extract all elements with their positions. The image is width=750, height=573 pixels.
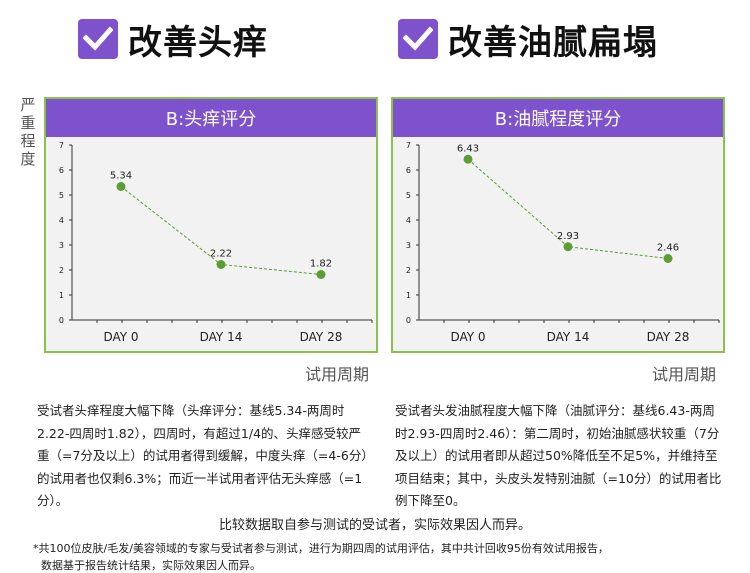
y-tick-label: 1 xyxy=(406,291,411,300)
checkmark-icon xyxy=(398,19,438,59)
y-tick-label: 0 xyxy=(406,316,411,325)
data-label: 2.46 xyxy=(657,243,679,254)
y-tick-label: 6 xyxy=(406,166,411,175)
y-tick-label: 3 xyxy=(406,241,411,250)
chart-oil: 0 1 2 3 4 5 6 7 DAY 0 DAY 14 DAY 28 6.43 2.93 2.46 xyxy=(406,141,720,344)
y-tick-label: 2 xyxy=(59,266,64,275)
heading-itch: 改善头痒 xyxy=(78,14,268,64)
footnote-line-2: 数据基于报告统计结果，实际效果因人而异。 xyxy=(41,559,261,572)
data-label: 2.93 xyxy=(557,231,579,242)
footnote-line-1: *共100位皮肤/毛发/美容领域的专家与受试者参与测试，进行为期四周的试用评估，… xyxy=(33,542,609,555)
y-tick-label: 3 xyxy=(59,241,64,250)
chart-title-oil: B:油腻程度评分 xyxy=(393,99,723,137)
chart-panel-oil: B:油腻程度评分 0 1 2 3 4 5 6 7 DAY 0 DAY 14 DAY 28 6.43 2.… xyxy=(391,97,725,353)
description-oil: 受试者头发油腻程度大幅下降（油腻评分：基线6.43-两周时2.93-四周时2.4… xyxy=(395,403,722,508)
y-tick-label: 0 xyxy=(59,316,64,325)
x-tick-label: DAY 28 xyxy=(300,330,343,344)
y-tick-label: 4 xyxy=(406,216,411,225)
y-tick-label: 2 xyxy=(406,266,411,275)
footnote: *共100位皮肤/毛发/美容领域的专家与受试者参与测试，进行为期四周的试用评估，… xyxy=(33,540,723,573)
x-tick-label: DAY 0 xyxy=(103,330,138,344)
data-point xyxy=(663,254,673,263)
data-point xyxy=(116,182,126,191)
data-point xyxy=(563,242,573,252)
data-label: 1.82 xyxy=(310,259,332,270)
x-tick-label: DAY 28 xyxy=(647,330,690,344)
description-itch: 受试者头痒程度大幅下降（头痒评分：基线5.34-两周时2.22-四周时1.82）… xyxy=(37,403,368,508)
y-axis-title: 严重程度 xyxy=(20,96,36,168)
data-point xyxy=(316,270,326,279)
data-point xyxy=(463,154,473,164)
x-axis-title-oil: 试用周期 xyxy=(652,365,717,384)
x-axis-title-itch: 试用周期 xyxy=(305,365,370,384)
data-label: 5.34 xyxy=(110,171,132,182)
y-tick-label: 7 xyxy=(406,141,411,150)
x-tick-label: DAY 0 xyxy=(450,330,485,344)
heading-itch-text: 改善头痒 xyxy=(128,22,268,63)
y-tick-label: 4 xyxy=(59,216,64,225)
data-point xyxy=(216,260,226,269)
x-tick-label: DAY 14 xyxy=(547,330,590,344)
y-tick-label: 6 xyxy=(59,166,64,175)
x-tick-label: DAY 14 xyxy=(200,330,243,344)
data-label: 2.22 xyxy=(210,249,232,260)
heading-oil: 改善油腻扁塌 xyxy=(398,14,658,64)
disclaimer: 比较数据取自参与测试的受试者，实际效果因人而异。 xyxy=(218,518,531,533)
chart-itch: 0 1 2 3 4 5 6 7 DAY 0 DAY 14 DAY 28 5.34 2.22 1.82 xyxy=(59,141,373,344)
checkmark-icon xyxy=(78,19,118,59)
y-tick-label: 5 xyxy=(406,191,411,200)
heading-oil-text: 改善油腻扁塌 xyxy=(448,22,658,63)
y-tick-label: 7 xyxy=(59,141,64,150)
y-tick-label: 5 xyxy=(59,191,64,200)
chart-panel-itch: B:头痒评分 0 1 2 3 4 5 6 7 DAY 0 DAY 14 DAY 28 5.34 2.22… xyxy=(44,97,378,353)
chart-title-itch: B:头痒评分 xyxy=(46,99,376,137)
y-tick-label: 1 xyxy=(59,291,64,300)
data-label: 6.43 xyxy=(457,143,479,154)
